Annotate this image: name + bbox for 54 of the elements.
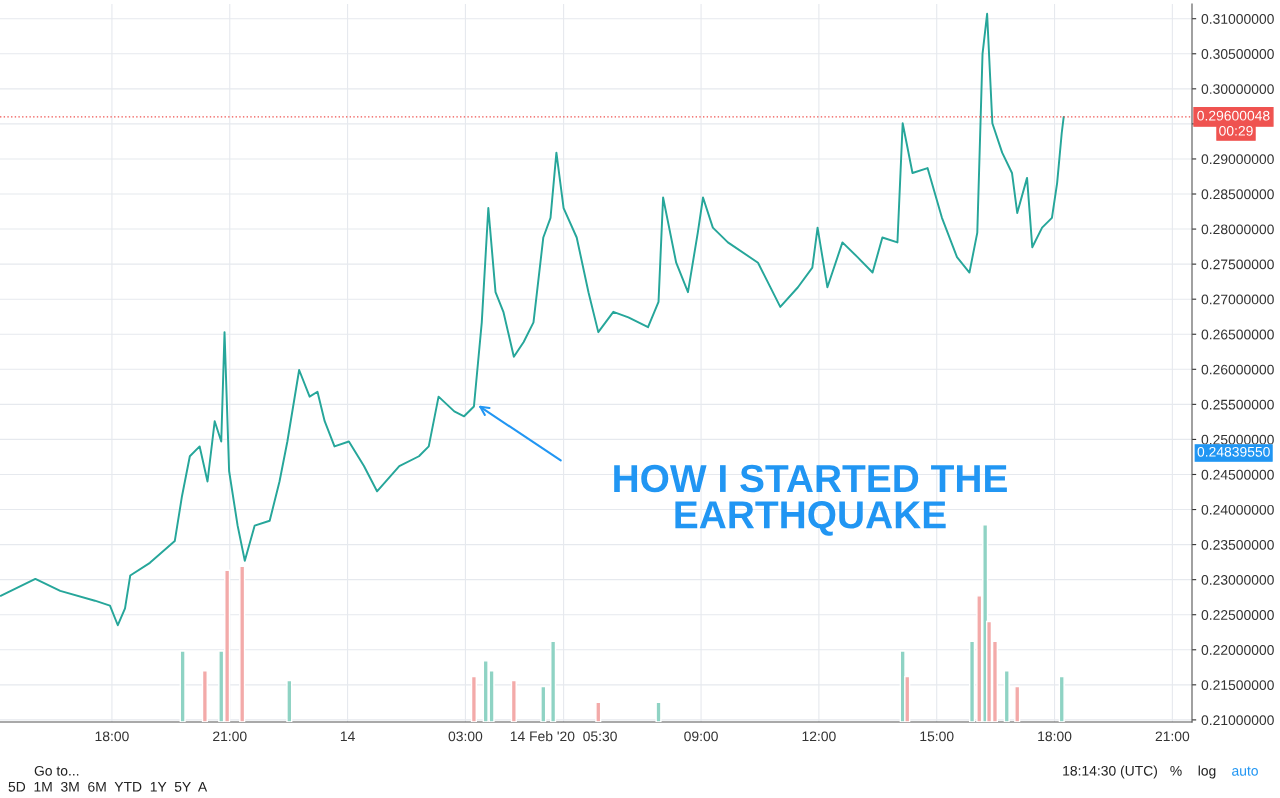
- text: Go to...: [34, 765, 79, 776]
- bar: [239, 565, 246, 722]
- bar: [1014, 685, 1021, 722]
- y-tick-label: 0.24000000: [1201, 504, 1274, 515]
- x-tick-label: 21:00: [213, 731, 247, 742]
- y-tick-label: 0.28000000: [1201, 224, 1274, 235]
- y-tick-label: 0.26000000: [1201, 364, 1274, 375]
- bar: [201, 670, 208, 722]
- y-tick-label: 0.29000000: [1201, 154, 1274, 165]
- text: 18:14:30 (UTC): [1063, 765, 1157, 779]
- x-tick-label: 14: [340, 731, 355, 742]
- y-tick-label: 0.27500000: [1201, 259, 1274, 270]
- y-tick-label: 0.23500000: [1201, 539, 1274, 550]
- annotation: HOW I STARTED THE EARTHQUAKE: [614, 464, 1007, 536]
- text: %: [1170, 765, 1182, 776]
- line-series: [0, 12, 1065, 627]
- x-tick-label: 03:00: [448, 731, 483, 742]
- y-tick-label: 0.25500000: [1201, 399, 1274, 410]
- bar: [1003, 670, 1010, 722]
- y-tick-label: 0.26500000: [1201, 329, 1274, 340]
- x-tick-label: 18:00: [1038, 731, 1072, 742]
- y-tick-label: 0.24500000: [1201, 469, 1274, 480]
- bar: [550, 640, 557, 722]
- y-tick-label: 0.22500000: [1201, 610, 1274, 620]
- y-tick-label: 0.30000000: [1201, 84, 1274, 94]
- x-tick-label: 15:00: [920, 731, 954, 742]
- bar: [1058, 675, 1065, 722]
- text: 00:29: [1219, 125, 1253, 136]
- y-tick-label: 0.21000000: [1201, 715, 1274, 726]
- text: auto: [1232, 766, 1258, 776]
- bar: [286, 679, 293, 722]
- x-tick-label: 09:00: [684, 731, 718, 742]
- x-tick-label: 18:00: [95, 731, 129, 742]
- bar: [595, 701, 602, 722]
- y-tick-label: 0.28500000: [1201, 189, 1274, 200]
- text: 5D 1M 3M 6M YTD 1Y 5Y A: [8, 781, 208, 792]
- y-tick-label: 0.25000000: [1201, 434, 1274, 445]
- bar: [655, 701, 662, 722]
- bar: [470, 675, 477, 722]
- bar: [179, 650, 186, 722]
- x-tick-label: 12:00: [802, 731, 836, 742]
- x-tick-label: 21:00: [1155, 731, 1190, 742]
- y-tick-label: 0.31000000: [1201, 14, 1274, 24]
- text: log: [1198, 765, 1216, 779]
- bar: [540, 685, 547, 722]
- y-tick-label: 0.30500000: [1201, 49, 1274, 59]
- y-tick-label: 0.27000000: [1201, 294, 1274, 305]
- text: 0.24839550: [1197, 446, 1270, 457]
- y-tick-label: 0.22000000: [1201, 645, 1274, 655]
- y-tick-label: 0.23000000: [1201, 574, 1274, 585]
- x-tick-label: 14 Feb '20 05:30: [510, 731, 617, 742]
- bar: [510, 679, 517, 722]
- y-tick-label: 0.21500000: [1201, 680, 1274, 691]
- ref-line-label: 0.29600048: [1197, 110, 1270, 121]
